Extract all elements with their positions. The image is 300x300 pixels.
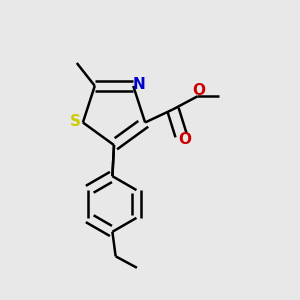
Text: O: O xyxy=(193,83,206,98)
Text: O: O xyxy=(178,132,191,147)
Text: N: N xyxy=(133,77,146,92)
Text: S: S xyxy=(70,114,81,129)
